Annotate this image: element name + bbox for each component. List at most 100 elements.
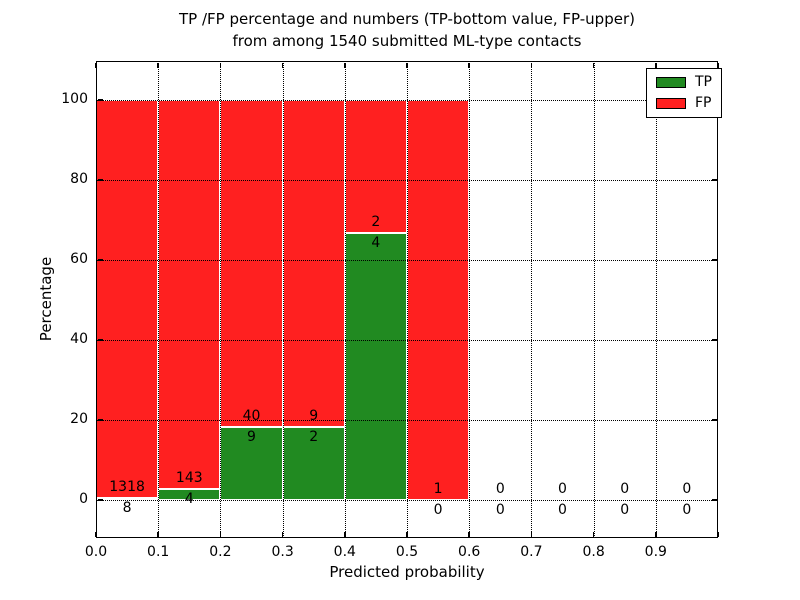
x-tick-mark-top [157, 62, 159, 68]
y-tick-label: 60 [70, 251, 88, 267]
bar-fp [158, 100, 221, 490]
tp-count-label: 8 [122, 499, 132, 516]
x-tick-mark-top [530, 62, 533, 68]
x-tick-mark [530, 531, 533, 537]
fp-count-label: 1 [433, 481, 443, 497]
tp-count-label: 0 [495, 502, 505, 518]
grid-line-horizontal [96, 340, 718, 341]
x-tick-label: 0.2 [209, 544, 232, 560]
legend: TP FP [646, 68, 722, 118]
grid-line-vertical [655, 61, 657, 538]
x-tick-mark-top [281, 62, 284, 68]
x-tick-mark [95, 531, 97, 537]
x-tick-label: 0.7 [520, 544, 543, 560]
grid-line-horizontal [96, 420, 718, 421]
legend-item-fp: FP [656, 96, 712, 110]
legend-label-tp: TP [695, 74, 712, 90]
y-tick-mark [97, 339, 103, 341]
fp-count-label: 143 [175, 470, 203, 487]
x-tick-mark-top [219, 62, 222, 68]
y-tick-mark-right [711, 259, 717, 261]
tp-count-label: 4 [184, 491, 194, 508]
bar-fp [282, 100, 345, 428]
tp-count-label: 4 [371, 235, 381, 252]
x-tick-mark-top [95, 62, 97, 68]
grid-line-vertical [220, 61, 222, 538]
grid-line-horizontal [96, 180, 718, 181]
x-tick-mark [157, 531, 159, 537]
x-tick-label: 0.8 [582, 544, 605, 560]
y-tick-label: 20 [70, 411, 88, 427]
fp-count-label: 9 [309, 408, 319, 425]
y-tick-mark-right [711, 499, 717, 501]
tp-count-label: 0 [433, 502, 443, 518]
grid-line-horizontal [96, 500, 718, 501]
x-tick-mark [406, 531, 408, 537]
y-tick-mark-right [711, 419, 717, 421]
x-tick-mark [219, 531, 222, 537]
y-tick-label: 100 [61, 91, 88, 107]
fp-count-label: 2 [371, 214, 381, 231]
x-tick-mark [717, 531, 719, 537]
y-tick-mark-right [711, 339, 717, 341]
chart-title-line-1: TP /FP percentage and numbers (TP-bottom… [179, 10, 635, 28]
y-tick-label: 40 [70, 331, 88, 347]
x-tick-mark [281, 531, 284, 537]
x-tick-label: 0.9 [644, 544, 667, 560]
tp-color-swatch [656, 76, 686, 88]
legend-item-tp: TP [656, 75, 712, 89]
y-tick-mark [97, 419, 103, 421]
legend-label-fp: FP [695, 95, 712, 111]
x-axis-label: Predicted probability [329, 563, 485, 581]
bar-tp [220, 426, 283, 500]
tp-count-label: 0 [682, 502, 692, 518]
x-tick-mark-top [406, 62, 408, 68]
y-tick-label: 80 [70, 171, 88, 187]
fp-count-label: 40 [242, 407, 261, 424]
x-tick-label: 0.5 [395, 544, 419, 560]
grid-line-vertical [469, 61, 471, 538]
fp-count-label: 0 [682, 481, 692, 497]
fp-color-swatch [656, 97, 686, 109]
y-tick-mark [97, 179, 103, 181]
bar-fp [220, 100, 283, 427]
tp-count-label: 2 [309, 429, 319, 446]
y-tick-mark-right [711, 179, 717, 181]
x-tick-label: 0.0 [84, 544, 108, 560]
bar-fp [96, 100, 159, 498]
x-tick-mark-top [592, 62, 595, 68]
x-tick-mark-top [717, 62, 719, 68]
fp-count-label: 0 [495, 481, 505, 497]
x-tick-mark-top [468, 62, 470, 68]
bar-fp [407, 100, 470, 500]
x-tick-mark [344, 531, 346, 537]
x-tick-mark-top [344, 62, 346, 68]
grid-line-vertical [593, 61, 595, 538]
bar-fp [344, 100, 407, 234]
y-tick-label: 0 [79, 491, 88, 507]
x-tick-mark [592, 531, 595, 537]
plot-area: TP FP 1318 8 143 4 40 9 9 2 2 4 1 0 0 0 0 0 0 0 0 0 [95, 61, 722, 538]
tp-count-label: 0 [558, 502, 567, 518]
tp-count-label: 0 [620, 502, 630, 518]
chart-title-line-2: from among 1540 submitted ML-type contac… [232, 32, 582, 50]
x-tick-mark [468, 531, 470, 537]
fp-count-label: 1318 [109, 478, 145, 495]
x-tick-mark [655, 531, 657, 537]
fp-count-label: 0 [558, 481, 567, 497]
x-tick-label: 0.6 [458, 544, 481, 560]
grid-line-horizontal [96, 100, 718, 101]
x-tick-mark-top [655, 62, 657, 68]
y-axis-label: Percentage [37, 256, 55, 342]
grid-line-vertical [282, 61, 284, 538]
y-tick-mark [97, 99, 103, 101]
grid-line-vertical [531, 61, 533, 538]
x-tick-label: 0.3 [271, 544, 294, 560]
y-tick-mark [97, 499, 103, 501]
y-tick-mark [97, 259, 103, 261]
x-tick-label: 0.4 [333, 544, 356, 560]
grid-line-vertical [407, 61, 408, 538]
grid-line-horizontal [96, 260, 718, 261]
tp-count-label: 9 [247, 428, 256, 445]
